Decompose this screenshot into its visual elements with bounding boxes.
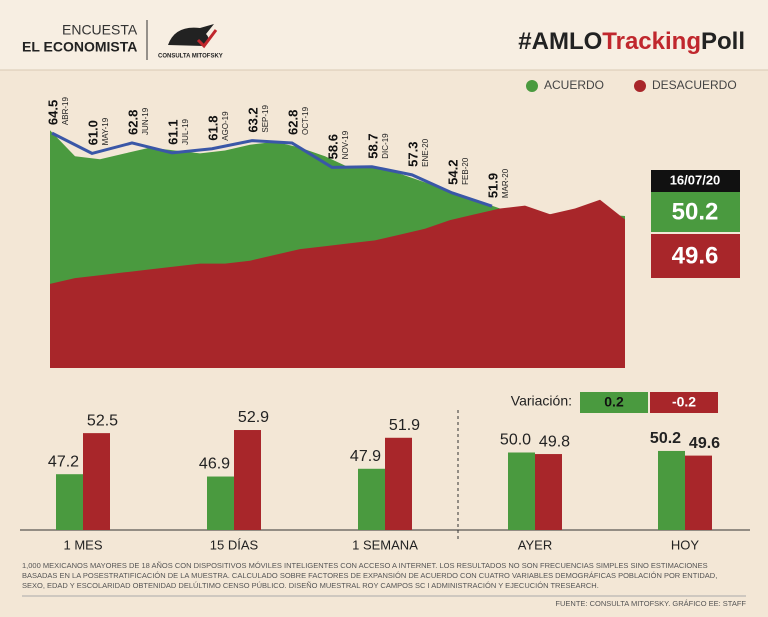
source: FUENTE: CONSULTA MITOFSKY. GRÁFICO EE: S…: [555, 599, 746, 608]
bar: [685, 455, 712, 530]
legend-swatch: [526, 80, 538, 92]
month-label: ENE-20: [421, 138, 430, 167]
point-label: 58.7: [365, 133, 380, 158]
month-label: AGO-19: [221, 111, 230, 141]
bar: [56, 474, 83, 530]
month-label: SEP-19: [261, 105, 270, 133]
month-label: DIC-19: [381, 133, 390, 159]
bar-label: 50.2: [650, 430, 681, 447]
current-acuerdo-box: [651, 192, 740, 232]
point-label: 62.8: [285, 110, 300, 135]
bar: [658, 450, 685, 530]
variation-desacuerdo: -0.2: [672, 394, 696, 410]
point-label: 64.5: [45, 100, 60, 125]
bar: [385, 437, 412, 530]
logo-check: [196, 29, 218, 49]
header-band: [0, 0, 768, 70]
legend-swatch: [634, 80, 646, 92]
x-tick-label: 15 DÍAS: [210, 537, 259, 552]
bar: [358, 468, 385, 530]
month-label: JUL-19: [181, 118, 190, 144]
footnote-line: SEXO, EDAD Y ESCOLARIDAD OBTENIDAD DELÚL…: [22, 581, 599, 590]
footnote-line: BASADAS EN LA POSESTRATIFICACIÓN DE LA M…: [22, 571, 717, 580]
month-label: ABR-19: [61, 97, 70, 126]
brand-label: EL ECONOMISTA: [22, 39, 137, 55]
bar: [207, 476, 234, 530]
point-label: 62.8: [125, 110, 140, 135]
month-label: OCT-19: [301, 106, 310, 135]
legend-label: DESACUERDO: [652, 78, 737, 92]
current-date-box: [651, 170, 740, 192]
bar: [508, 452, 535, 530]
hashtag-part: Tracking: [602, 28, 701, 55]
x-tick-label: AYER: [518, 537, 552, 552]
hashtag: #AMLOTrackingPoll: [518, 28, 745, 55]
current-date: 16/07/20: [670, 172, 721, 187]
bar-label: 52.9: [238, 409, 269, 426]
point-label: 54.2: [445, 160, 460, 185]
point-label: 58.6: [325, 134, 340, 159]
logo-text: CONSULTA MITOFSKY: [158, 54, 223, 60]
month-label: FEB-20: [461, 157, 470, 185]
bar-label: 50.0: [500, 432, 531, 449]
current-desacuerdo: 49.6: [672, 242, 719, 269]
logo-mark: [168, 24, 214, 46]
bar-label: 47.9: [350, 448, 381, 465]
line: [51, 131, 493, 208]
bar-label: 46.9: [199, 456, 230, 473]
hashtag-part: Poll: [701, 28, 745, 55]
variation-acuerdo: 0.2: [604, 394, 624, 410]
point-label: 61.8: [205, 115, 220, 140]
point-label: 61.1: [165, 120, 180, 145]
point-label: 63.2: [245, 107, 260, 132]
area: [50, 199, 625, 368]
x-tick-label: 1 MES: [63, 537, 102, 552]
x-tick-label: HOY: [671, 537, 700, 552]
month-label: MAY-19: [101, 117, 110, 145]
survey-label: ENCUESTA: [62, 22, 138, 38]
bar: [83, 433, 110, 530]
legend-label: ACUERDO: [544, 78, 604, 92]
variation-label: Variación:: [511, 393, 572, 409]
bar: [234, 430, 261, 530]
footnote-line: 1,000 MEXICANOS MAYORES DE 18 AÑOS CON D…: [22, 561, 708, 570]
bar-label: 49.6: [689, 435, 720, 452]
bar-label: 49.8: [539, 433, 570, 450]
bar-label: 47.2: [48, 453, 79, 470]
variation-acuerdo-box: [580, 392, 648, 413]
bar-label: 52.5: [87, 412, 118, 429]
x-tick-label: 1 SEMANA: [352, 537, 418, 552]
month-label: MAR-20: [501, 168, 510, 198]
point-label: 57.3: [405, 142, 420, 167]
month-label: JUN-19: [141, 107, 150, 135]
month-label: NOV-19: [341, 130, 350, 159]
bar: [535, 454, 562, 530]
point-label: 61.0: [85, 120, 100, 145]
bar-label: 51.9: [389, 417, 420, 434]
point-label: 51.9: [485, 173, 500, 198]
current-desacuerdo-box: [651, 234, 740, 278]
variation-desacuerdo-box: [650, 392, 718, 413]
hashtag-part: #AMLO: [518, 28, 602, 55]
current-acuerdo: 50.2: [672, 198, 719, 225]
